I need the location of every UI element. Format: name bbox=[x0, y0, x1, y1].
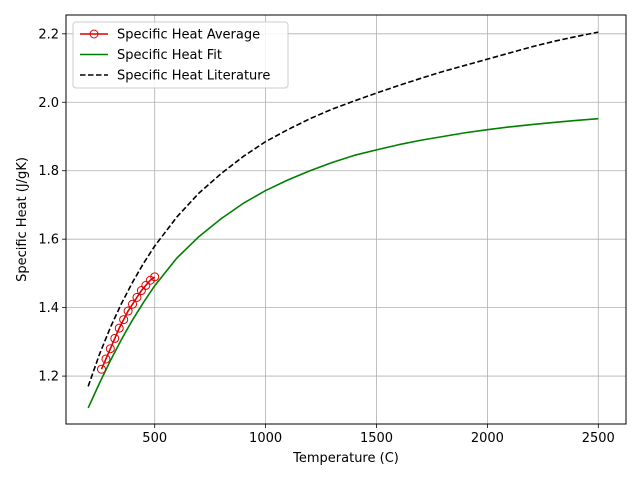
y-tick-label: 1.8 bbox=[38, 164, 59, 179]
x-axis-label: Temperature (C) bbox=[292, 451, 399, 466]
data-point bbox=[101, 354, 111, 364]
data-point bbox=[114, 323, 124, 333]
data-point bbox=[128, 299, 138, 309]
data-point bbox=[150, 272, 160, 282]
data-point bbox=[96, 364, 106, 374]
plot-series bbox=[87, 31, 599, 409]
y-tick-label: 1.6 bbox=[38, 233, 59, 248]
y-tick-label: 1.2 bbox=[38, 370, 59, 385]
plot-frame bbox=[65, 14, 627, 425]
data-point bbox=[132, 292, 142, 302]
series-line-1 bbox=[87, 117, 599, 409]
data-point bbox=[136, 286, 146, 296]
series-line-2 bbox=[87, 31, 599, 387]
legend-label-0: Specific Heat Average bbox=[117, 28, 260, 43]
data-point bbox=[119, 315, 129, 325]
x-tick-label: 2000 bbox=[471, 431, 504, 446]
data-point bbox=[123, 306, 133, 316]
data-point bbox=[105, 344, 115, 354]
x-tick-label: 1500 bbox=[360, 431, 393, 446]
data-point bbox=[110, 333, 120, 343]
data-point bbox=[141, 280, 151, 290]
axis-ticks: 500 1000 1500 2000 2500 1.2 1.4 1.6 1.8 2.0 2.2 bbox=[38, 27, 615, 446]
legend: Specific Heat Average Specific Heat Fit Sp… bbox=[72, 21, 289, 89]
series-line-0 bbox=[100, 276, 156, 370]
y-tick-label: 1.4 bbox=[38, 301, 59, 316]
y-axis-label: Specific Heat (J/gK) bbox=[15, 157, 30, 282]
legend-marker bbox=[89, 29, 99, 39]
x-tick-label: 500 bbox=[142, 431, 167, 446]
legend-label-1: Specific Heat Fit bbox=[117, 48, 222, 63]
y-tick-label: 2.2 bbox=[38, 27, 59, 42]
legend-label-2: Specific Heat Literature bbox=[117, 69, 270, 84]
x-tick-label: 1000 bbox=[249, 431, 282, 446]
legend-box bbox=[72, 21, 289, 89]
y-tick-label: 2.0 bbox=[38, 96, 59, 111]
x-tick-label: 2500 bbox=[582, 431, 615, 446]
